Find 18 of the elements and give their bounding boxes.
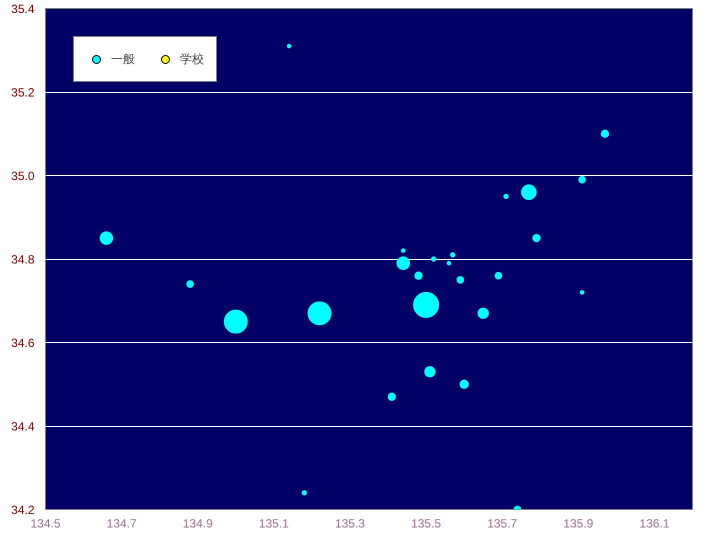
x-tick-label: 135.9 bbox=[563, 516, 594, 530]
x-tick-label: 135.1 bbox=[258, 516, 290, 530]
x-tick-label: 134.7 bbox=[106, 516, 137, 530]
x-tick-label: 135.5 bbox=[411, 516, 442, 530]
x-tick-label: 134.5 bbox=[30, 516, 61, 530]
x-tick-label: 136.1 bbox=[639, 516, 670, 530]
x-tick-label: 135.7 bbox=[487, 516, 518, 530]
y-tick-label: 34.8 bbox=[11, 252, 35, 266]
y-tick-label: 35.0 bbox=[11, 169, 35, 183]
x-tick-label: 134.9 bbox=[182, 516, 214, 530]
legend-label: 一般 bbox=[111, 50, 135, 68]
y-tick-label: 35.2 bbox=[11, 86, 35, 100]
x-tick-label: 135.3 bbox=[334, 516, 366, 530]
y-tick-label: 34.6 bbox=[11, 336, 35, 350]
y-tick-label: 35.4 bbox=[11, 2, 35, 16]
y-tick-label: 34.2 bbox=[11, 503, 35, 517]
legend-label: 学校 bbox=[180, 50, 204, 68]
y-tick-label: 34.4 bbox=[11, 420, 35, 434]
